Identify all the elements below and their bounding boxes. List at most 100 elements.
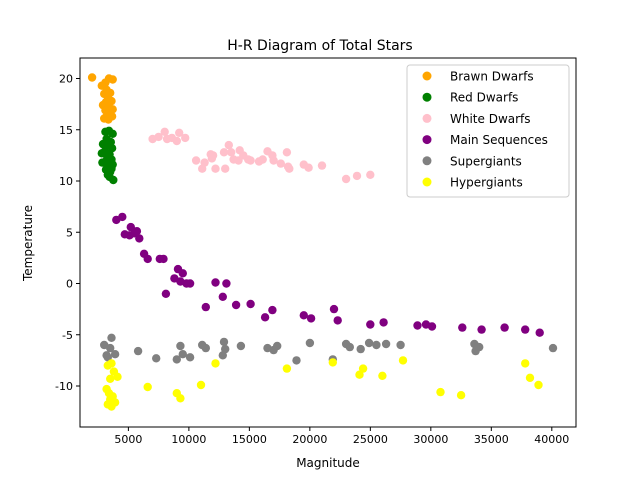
point-series-4-20 [273, 341, 282, 351]
point-series-5-15 [196, 380, 206, 390]
point-series-5-10 [113, 372, 122, 381]
point-series-4-34 [548, 343, 558, 353]
x-tick-label-3: 20000 [292, 433, 327, 446]
point-series-4-10 [178, 350, 187, 359]
point-series-2-37 [269, 156, 278, 165]
legend-marker-3 [422, 135, 432, 145]
point-series-3-28 [306, 314, 316, 323]
point-series-5-16 [211, 359, 220, 368]
x-tick-label-1: 10000 [171, 433, 206, 446]
point-series-1-9 [97, 149, 107, 158]
point-series-4-30 [396, 340, 405, 350]
point-series-4-14 [219, 337, 229, 347]
point-series-3-7 [132, 227, 142, 236]
point-series-5-22 [398, 356, 408, 365]
point-series-1-2 [108, 129, 117, 138]
point-series-5-19 [355, 370, 364, 379]
point-series-2-15 [224, 140, 233, 150]
point-series-5-23 [436, 387, 445, 397]
legend-marker-0 [422, 71, 432, 81]
point-series-4-33 [475, 342, 484, 352]
point-series-2-1 [154, 132, 163, 142]
point-series-2-13 [219, 148, 229, 157]
point-series-2-36 [258, 155, 267, 164]
y-tick-label-2: 0 [66, 278, 73, 291]
point-series-3-37 [477, 325, 486, 334]
point-series-3-24 [246, 299, 255, 309]
legend-label-0: Brawn Dwarfs [450, 70, 534, 84]
y-tick-label-3: 5 [66, 226, 73, 239]
point-series-3-1 [118, 212, 127, 222]
y-tick-label-1: -5 [62, 329, 73, 342]
legend-label-4: Supergiants [450, 154, 522, 168]
point-series-3-16 [178, 269, 187, 278]
x-tick-label-7: 40000 [534, 433, 569, 446]
legend-frame [406, 64, 570, 198]
point-series-1-21 [107, 164, 116, 173]
point-series-3-6 [135, 234, 144, 243]
point-series-4-25 [345, 342, 354, 352]
point-series-3-39 [521, 325, 530, 334]
point-series-4-8 [172, 355, 181, 364]
point-series-3-9 [143, 254, 152, 264]
point-series-3-22 [222, 279, 231, 288]
point-series-3-12 [161, 289, 171, 298]
point-series-4-17 [236, 341, 246, 351]
point-series-2-38 [283, 162, 293, 171]
legend: Brawn Dwarfs Red Dwarfs White Dwarfs Main S… [406, 64, 570, 198]
point-series-2-39 [200, 158, 209, 167]
point-series-3-29 [329, 304, 339, 314]
point-series-2-29 [304, 163, 313, 172]
point-series-3-18 [182, 279, 191, 288]
point-series-3-30 [333, 316, 342, 325]
point-series-0-18 [107, 112, 117, 121]
chart-title: H-R Diagram of Total Stars [227, 38, 412, 54]
x-axis-ticks: 5000 10000 15000 20000 25000 30000 35000 40000 [114, 427, 569, 446]
point-series-3-19 [201, 302, 210, 312]
y-tick-label-5: 15 [59, 124, 73, 137]
point-series-1-20 [105, 172, 114, 182]
y-axis-label: Temperature [21, 205, 35, 282]
x-tick-label-0: 5000 [114, 433, 142, 446]
legend-label-5: Hypergiants [450, 176, 523, 190]
legend-marker-2 [422, 113, 432, 123]
point-series-5-25 [521, 359, 530, 368]
point-series-0-19 [101, 97, 111, 107]
point-series-2-12 [211, 164, 220, 173]
point-series-4-16 [218, 351, 227, 360]
point-series-3-26 [268, 305, 277, 315]
point-series-3-4 [126, 222, 135, 232]
point-series-5-11 [103, 400, 113, 409]
point-series-5-14 [176, 394, 185, 403]
plot-frame [79, 57, 577, 428]
y-tick-label-4: 10 [59, 175, 73, 188]
x-tick-label-4: 25000 [353, 433, 388, 446]
point-series-4-29 [381, 339, 391, 349]
point-series-5-26 [525, 373, 535, 382]
x-tick-label-6: 35000 [474, 433, 509, 446]
y-tick-label-0: -10 [55, 380, 73, 393]
point-series-2-2 [160, 127, 169, 136]
point-series-2-32 [352, 171, 362, 181]
point-series-2-35 [235, 146, 244, 155]
point-series-3-20 [211, 278, 220, 287]
y-tick-label-6: 20 [59, 73, 73, 86]
point-series-4-26 [356, 344, 365, 354]
point-series-2-7 [181, 133, 190, 143]
point-series-3-23 [231, 300, 241, 310]
point-series-4-7 [152, 354, 161, 363]
point-series-3-33 [413, 321, 422, 330]
y-axis-ticks: -10 -5 0 5 10 15 20 [55, 73, 80, 393]
point-series-3-32 [379, 318, 388, 327]
point-series-3-40 [535, 328, 544, 337]
point-series-5-21 [378, 371, 387, 380]
point-series-3-31 [366, 320, 375, 329]
point-series-2-34 [208, 151, 218, 160]
point-series-4-27 [364, 338, 374, 348]
point-series-5-1 [106, 374, 115, 383]
point-series-4-5 [102, 351, 111, 360]
point-series-2-8 [191, 156, 201, 165]
point-series-4-3 [110, 350, 120, 359]
point-series-5-12 [143, 382, 152, 392]
point-series-2-16 [227, 148, 236, 157]
